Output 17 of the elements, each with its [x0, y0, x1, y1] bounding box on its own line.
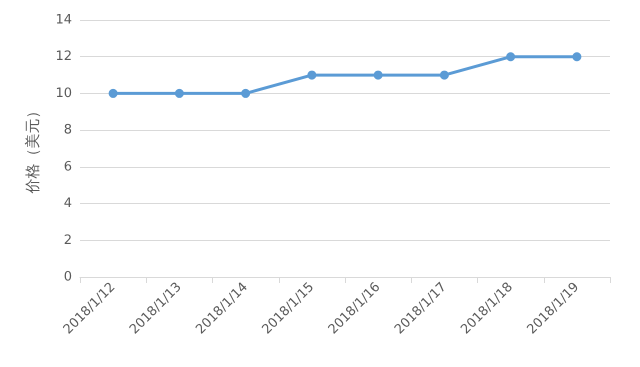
y-tick-label: 14: [55, 12, 72, 28]
point: [241, 88, 250, 98]
point: [307, 70, 316, 80]
point: [174, 88, 184, 98]
y-axis-title: 价格（美元）: [24, 104, 42, 194]
y-tick-label: 2: [64, 232, 72, 248]
y-tick-label: 8: [64, 122, 72, 138]
point: [108, 88, 118, 98]
y-tick-label: 6: [64, 159, 72, 174]
point: [506, 52, 516, 62]
y-tick-label: 4: [64, 196, 72, 212]
y-tick-label: 10: [55, 86, 72, 101]
y-tick-label: 0: [64, 270, 72, 284]
point: [440, 70, 449, 80]
point: [374, 70, 383, 80]
point: [572, 52, 582, 62]
y-tick-label: 12: [55, 49, 72, 64]
